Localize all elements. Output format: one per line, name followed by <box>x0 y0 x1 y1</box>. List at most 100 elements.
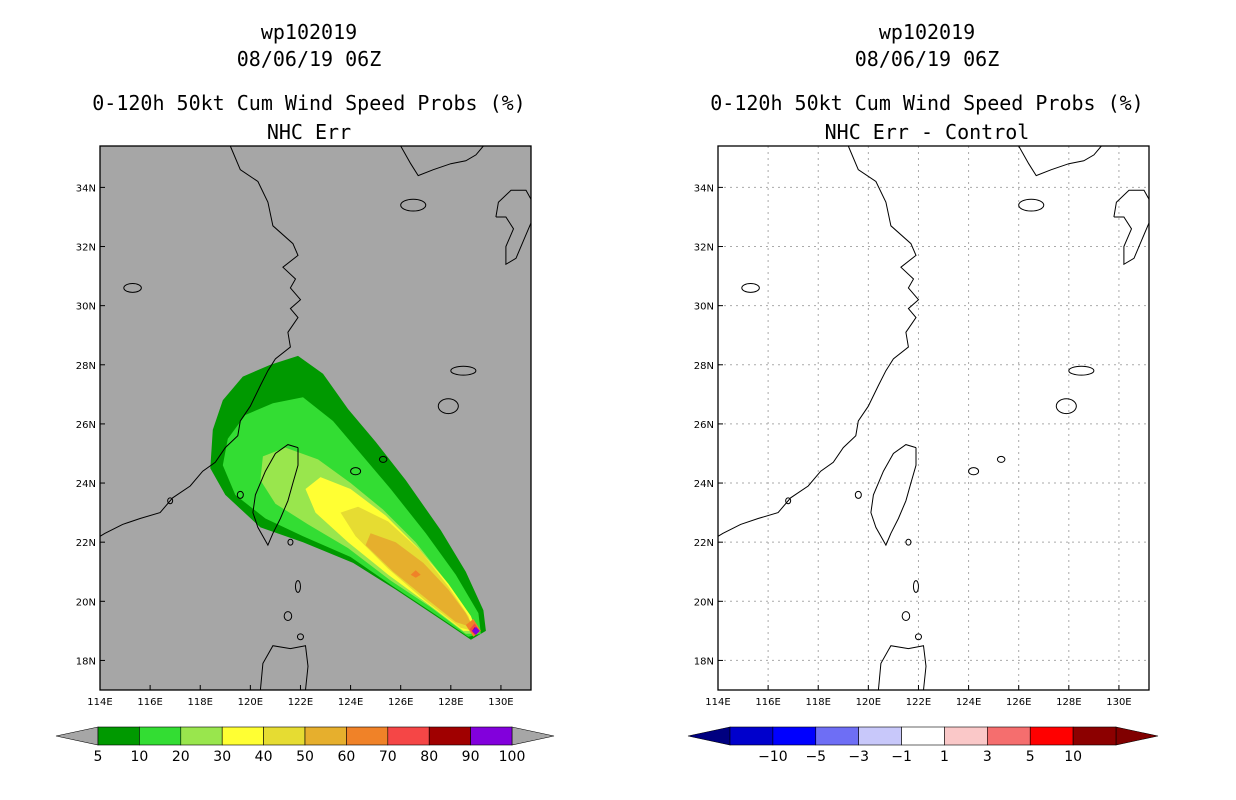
left-small-island <box>296 633 304 641</box>
left-coastline-0 <box>99 145 302 537</box>
right-colorbar-label: −10 <box>758 749 788 765</box>
right-colorbar-label: −1 <box>891 749 912 765</box>
left-small-island <box>294 580 301 593</box>
left-chart-title: 0-120h 50kt Cum Wind Speed Probs (%) <box>92 91 526 115</box>
right-x-tick-label: 130E <box>1106 697 1131 708</box>
left-small-island <box>437 398 459 415</box>
left-colorbar-label: 20 <box>172 749 190 765</box>
left-colorbar-swatch <box>346 726 389 746</box>
right-colorbar-over-arrow <box>1115 726 1159 746</box>
left-y-tick-label: 34N <box>76 183 96 194</box>
right-small-island <box>1055 398 1077 415</box>
right-coastline-0 <box>717 145 920 537</box>
right-colorbar-swatch <box>987 726 1031 746</box>
left-colorbar-over-arrow <box>511 726 555 746</box>
left-storm-id: wp102019 <box>260 20 358 44</box>
left-plot: 114E 116E 118E 120E 122E 124E 126E 128E 130E 18N 2… <box>76 145 532 708</box>
left-island-0 <box>252 444 299 547</box>
right-small-island <box>901 611 911 622</box>
left-colorbar-swatch <box>470 726 513 746</box>
right-small-island <box>1018 198 1045 212</box>
left-small-island <box>236 490 244 499</box>
right-chart-subtitle: NHC Err - Control <box>824 120 1030 144</box>
right-storm-id: wp102019 <box>878 20 976 44</box>
right-colorbar-swatch <box>815 726 859 746</box>
right-y-tick-label: 20N <box>694 597 714 608</box>
left-colorbar-label: 30 <box>213 749 231 765</box>
right-colorbar-swatch <box>858 726 902 746</box>
left-colorbar-under-arrow <box>55 726 99 746</box>
left-colorbar-label: 80 <box>420 749 438 765</box>
left-colorbar-label: 90 <box>462 749 480 765</box>
left-y-tick-label: 30N <box>76 302 96 313</box>
right-small-island <box>914 633 922 641</box>
left-colorbar-swatch <box>139 726 182 746</box>
left-colorbar-label: 5 <box>94 749 103 765</box>
right-x-tick-label: 118E <box>806 697 831 708</box>
right-colorbar-swatch <box>1072 726 1117 746</box>
left-colorbar-label: 10 <box>130 749 148 765</box>
left-small-island <box>350 467 362 476</box>
right-coastline-1 <box>1018 145 1102 177</box>
left-x-tick-label: 124E <box>338 697 363 708</box>
right-plot: 114E 116E 118E 120E 122E 124E 126E 128E 130E 18N 2… <box>694 145 1150 708</box>
right-x-tick-label: 124E <box>956 697 981 708</box>
left-colorbar-swatch <box>180 726 223 746</box>
right-small-island <box>905 538 912 546</box>
left-colorbar-swatch <box>387 726 430 746</box>
right-coastline-2 <box>877 645 927 691</box>
right-colorbar-swatch <box>944 726 988 746</box>
right-x-tick-label: 114E <box>705 697 730 708</box>
left-x-tick-label: 114E <box>87 697 112 708</box>
storm-center-marker <box>471 626 480 635</box>
prob-contour-5 <box>365 533 474 628</box>
right-plot-frame <box>717 145 1150 691</box>
left-y-tick-label: 28N <box>76 361 96 372</box>
right-y-tick-label: 22N <box>694 538 714 549</box>
right-colorbar-label: −3 <box>848 749 869 765</box>
right-x-tick-label: 128E <box>1056 697 1081 708</box>
left-colorbar-label: 70 <box>379 749 397 765</box>
right-small-island <box>968 467 980 476</box>
right-small-island <box>996 455 1006 463</box>
left-colorbar-swatch <box>304 726 347 746</box>
left-colorbar-label: 40 <box>255 749 273 765</box>
left-y-tick-label: 32N <box>76 243 96 254</box>
left-island-1 <box>495 189 532 266</box>
right-small-island <box>785 497 792 505</box>
left-colorbar-label: 50 <box>296 749 314 765</box>
right-colorbar-under-arrow <box>687 726 731 746</box>
right-colorbar-swatch <box>729 726 774 746</box>
right-y-tick-label: 30N <box>694 302 714 313</box>
right-colorbar-label: 5 <box>1026 749 1035 765</box>
right-y-tick-label: 34N <box>694 183 714 194</box>
right-colorbar: −10 −5 −3 −1 1 3 5 10 <box>687 726 1159 765</box>
right-y-tick-label: 32N <box>694 243 714 254</box>
left-datetime: 08/06/19 06Z <box>236 47 382 71</box>
left-x-tick-label: 120E <box>238 697 263 708</box>
right-small-island <box>912 580 919 593</box>
left-y-tick-label: 26N <box>76 420 96 431</box>
right-x-tick-label: 126E <box>1006 697 1031 708</box>
left-x-tick-label: 126E <box>388 697 413 708</box>
left-x-tick-label: 116E <box>137 697 162 708</box>
left-chart-subtitle: NHC Err <box>266 120 352 144</box>
right-y-tick-label: 18N <box>694 656 714 667</box>
left-small-island <box>283 611 293 622</box>
left-x-tick-label: 122E <box>288 697 313 708</box>
right-colorbar-label: 1 <box>940 749 949 765</box>
left-small-island <box>378 455 388 463</box>
right-y-tick-label: 26N <box>694 420 714 431</box>
right-chart-title: 0-120h 50kt Cum Wind Speed Probs (%) <box>710 91 1144 115</box>
left-x-tick-label: 118E <box>188 697 213 708</box>
left-small-island <box>167 497 174 505</box>
right-x-tick-label: 116E <box>755 697 780 708</box>
right-colorbar-label: 3 <box>983 749 992 765</box>
left-colorbar: 5 10 20 30 40 50 60 70 80 90 100 <box>55 726 555 765</box>
right-y-tick-label: 28N <box>694 361 714 372</box>
right-datetime: 08/06/19 06Z <box>854 47 1000 71</box>
left-y-tick-label: 18N <box>76 656 96 667</box>
left-coastline-2 <box>259 645 309 691</box>
left-small-island <box>287 538 294 546</box>
